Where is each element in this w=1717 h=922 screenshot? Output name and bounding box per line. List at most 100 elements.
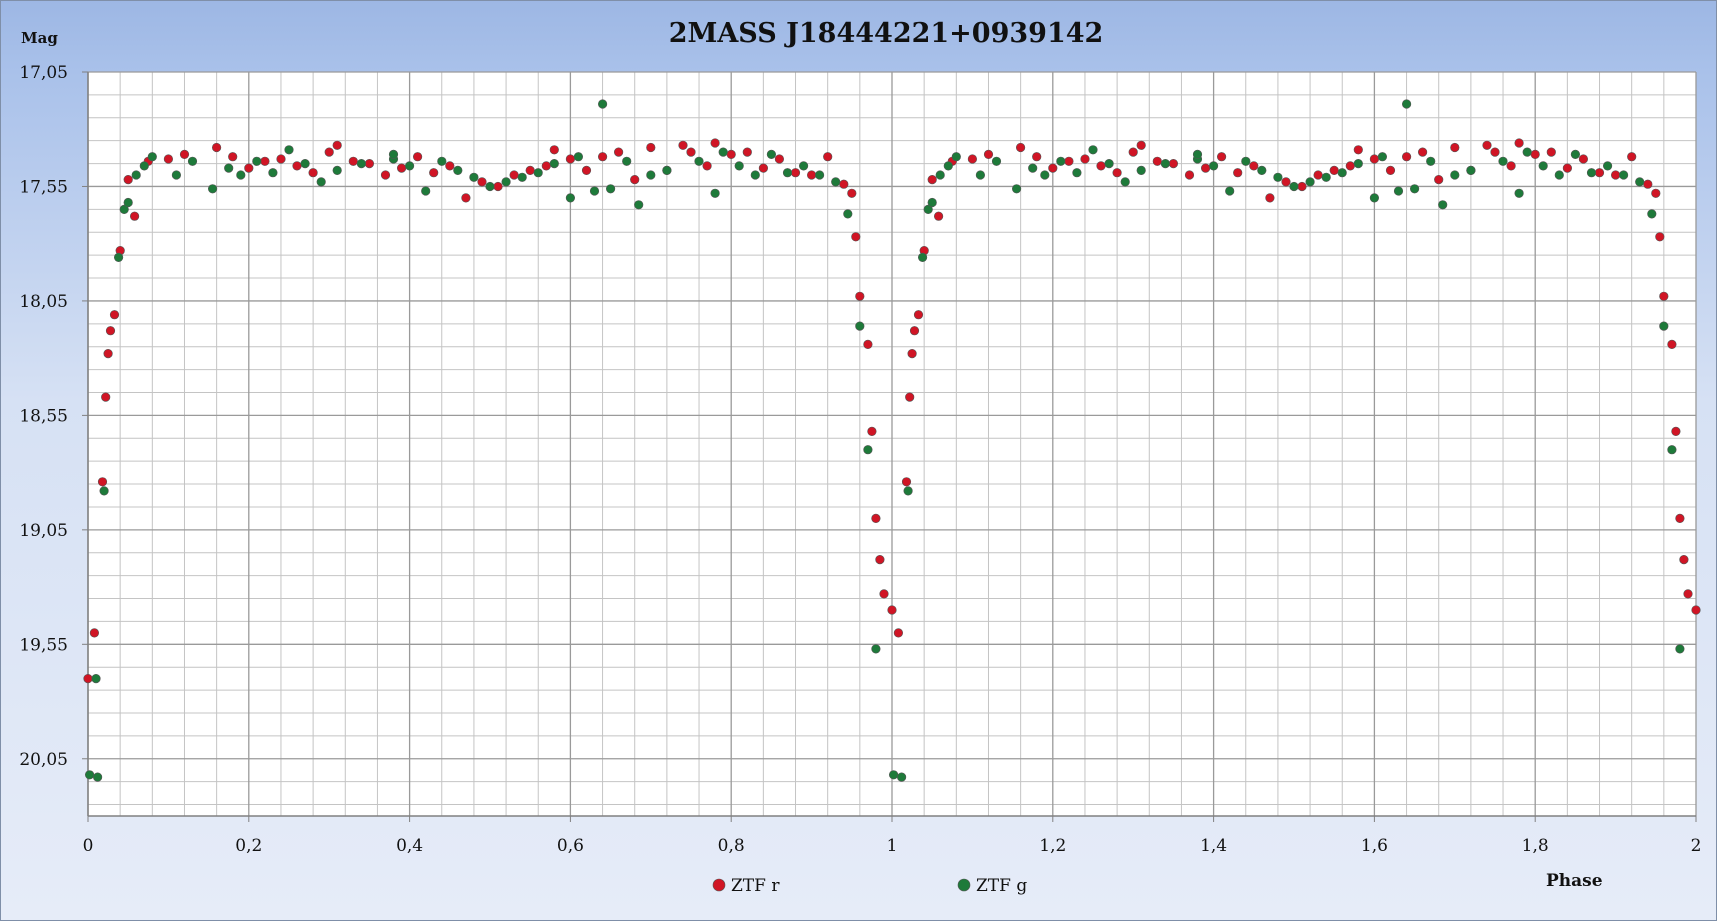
data-point (1667, 339, 1677, 350)
data-point (228, 152, 238, 162)
data-point (1015, 142, 1026, 153)
data-point (252, 156, 262, 166)
data-point (863, 339, 873, 350)
x-tick-label: 1,4 (1200, 836, 1227, 856)
data-point (798, 161, 809, 171)
data-point (1594, 168, 1605, 178)
x-tick-label: 1,8 (1522, 836, 1549, 856)
y-axis-label: Mag (21, 29, 58, 47)
data-point (933, 211, 944, 221)
chart-title: 2MASS J18444221+0939142 (669, 18, 1104, 49)
data-point (541, 161, 551, 171)
data-point (1160, 159, 1170, 169)
data-point (851, 232, 861, 242)
y-tick-label: 17,55 (19, 177, 68, 197)
data-point (268, 168, 278, 178)
data-point (477, 177, 487, 187)
data-point (905, 392, 915, 402)
data-point (1675, 644, 1685, 654)
data-point (935, 170, 945, 180)
data-point (871, 513, 881, 524)
data-point (1273, 172, 1283, 182)
data-point (1184, 170, 1195, 180)
data-point (208, 184, 218, 194)
data-point (413, 152, 423, 162)
data-point (843, 209, 853, 219)
data-point (806, 170, 817, 180)
data-point (212, 142, 222, 153)
data-point (565, 193, 576, 203)
data-point (123, 175, 133, 185)
data-point (1048, 163, 1058, 173)
data-point (893, 628, 904, 638)
data-point (1200, 163, 1211, 173)
data-point (909, 326, 920, 336)
data-point (461, 193, 471, 203)
data-point (1417, 147, 1428, 157)
data-point (1321, 172, 1331, 182)
data-point (1602, 161, 1613, 171)
y-tick-label: 17,05 (19, 63, 68, 83)
data-point (1546, 147, 1556, 157)
data-point (1136, 165, 1146, 175)
data-point (1128, 147, 1138, 157)
data-point (469, 172, 479, 182)
data-point (1136, 140, 1146, 150)
data-point (863, 445, 873, 455)
data-point (742, 147, 752, 157)
data-point (927, 197, 937, 208)
data-point (97, 477, 108, 487)
data-point (99, 486, 109, 496)
data-point (1498, 156, 1508, 166)
x-tick-label: 1,6 (1361, 836, 1388, 856)
data-point (187, 156, 198, 166)
data-point (525, 165, 535, 175)
data-point (766, 149, 777, 159)
data-point (896, 772, 907, 782)
data-point (1506, 161, 1516, 171)
data-point (1297, 181, 1307, 192)
data-point (429, 168, 439, 178)
major-grid (87, 71, 1697, 816)
data-point (1530, 149, 1540, 159)
data-point (879, 589, 889, 599)
data-point (634, 200, 644, 210)
data-point (1233, 168, 1243, 178)
data-point (517, 172, 527, 182)
data-point (710, 188, 720, 198)
data-point (1112, 168, 1122, 178)
data-point (750, 170, 760, 180)
legend: ZTF r ZTF g (712, 876, 1027, 896)
data-point (236, 170, 246, 180)
data-point (1225, 186, 1235, 196)
data-point (694, 156, 704, 166)
legend-label-ztf-g: ZTF g (976, 876, 1027, 896)
data-point (1434, 175, 1444, 185)
data-point (1562, 163, 1572, 173)
data-point (292, 161, 302, 171)
data-point (871, 644, 881, 654)
data-point (888, 770, 899, 780)
data-point (622, 156, 632, 166)
data-point (983, 149, 994, 159)
data-point (1691, 605, 1701, 615)
data-point (113, 252, 124, 262)
data-point (734, 161, 744, 171)
data-point (1679, 554, 1689, 565)
data-point (103, 349, 113, 359)
data-point (1011, 184, 1022, 194)
data-point (951, 152, 961, 162)
data-point (1096, 161, 1106, 171)
data-point (1104, 159, 1114, 169)
data-point (130, 211, 140, 221)
data-point (163, 154, 173, 164)
data-point (1675, 513, 1685, 524)
data-point (171, 170, 181, 180)
data-point (855, 291, 865, 301)
data-point (913, 310, 924, 320)
data-point (89, 628, 99, 638)
data-point (1409, 184, 1420, 194)
data-point (332, 165, 342, 175)
data-point (702, 161, 712, 171)
